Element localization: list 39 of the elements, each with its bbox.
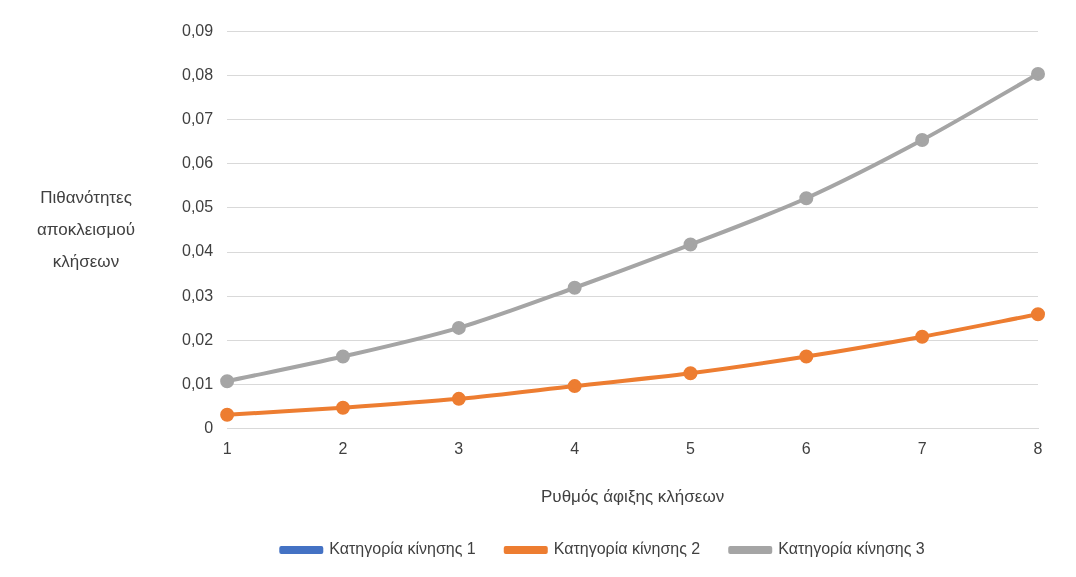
point [567, 280, 582, 295]
y-axis-title: Πιθανότητες αποκλεισμού κλήσεων [36, 187, 136, 271]
x-tick-label: 8 [1033, 440, 1043, 458]
point [1031, 307, 1045, 322]
y-tick-label: 0,09 [182, 22, 214, 40]
y-tick-label: 0,01 [182, 374, 214, 392]
point [915, 329, 930, 344]
point [451, 391, 466, 406]
point [683, 237, 698, 252]
y-tick-label: 0 [204, 418, 214, 436]
x-tick-label: 6 [801, 440, 811, 458]
y-tick-label: 0,06 [182, 154, 214, 172]
y-tick-label: 0,03 [182, 286, 214, 304]
point [220, 407, 235, 422]
y-tick-label: 0,04 [182, 242, 214, 260]
point [799, 191, 814, 206]
x-tick-label: 7 [917, 440, 927, 458]
y-tick-label: 0,05 [182, 198, 214, 216]
x-axis-title: Ρυθμός άφιξης κλήσεων [540, 487, 725, 507]
x-tick-label: 2 [338, 440, 348, 458]
y-tick-label: 0,08 [182, 66, 214, 84]
point [335, 400, 350, 415]
point [220, 374, 235, 389]
legend-label: Κατηγορία κίνησης 2 [553, 540, 701, 558]
point [683, 366, 698, 381]
point [567, 379, 582, 394]
point [451, 320, 466, 335]
legend-label: Κατηγορία κίνησης 1 [329, 540, 476, 558]
x-tick-label: 3 [454, 440, 464, 458]
y-tick-label: 0,02 [182, 330, 214, 348]
point [799, 349, 814, 364]
legend-label: Κατηγορία κίνησης 3 [778, 540, 925, 558]
x-tick-label: 5 [686, 440, 696, 458]
y-tick-label: 0,07 [182, 110, 214, 128]
x-tick-label: 4 [570, 440, 580, 458]
point [335, 349, 350, 364]
point [1031, 66, 1045, 81]
x-tick-label: 1 [222, 440, 232, 458]
point [915, 133, 930, 148]
